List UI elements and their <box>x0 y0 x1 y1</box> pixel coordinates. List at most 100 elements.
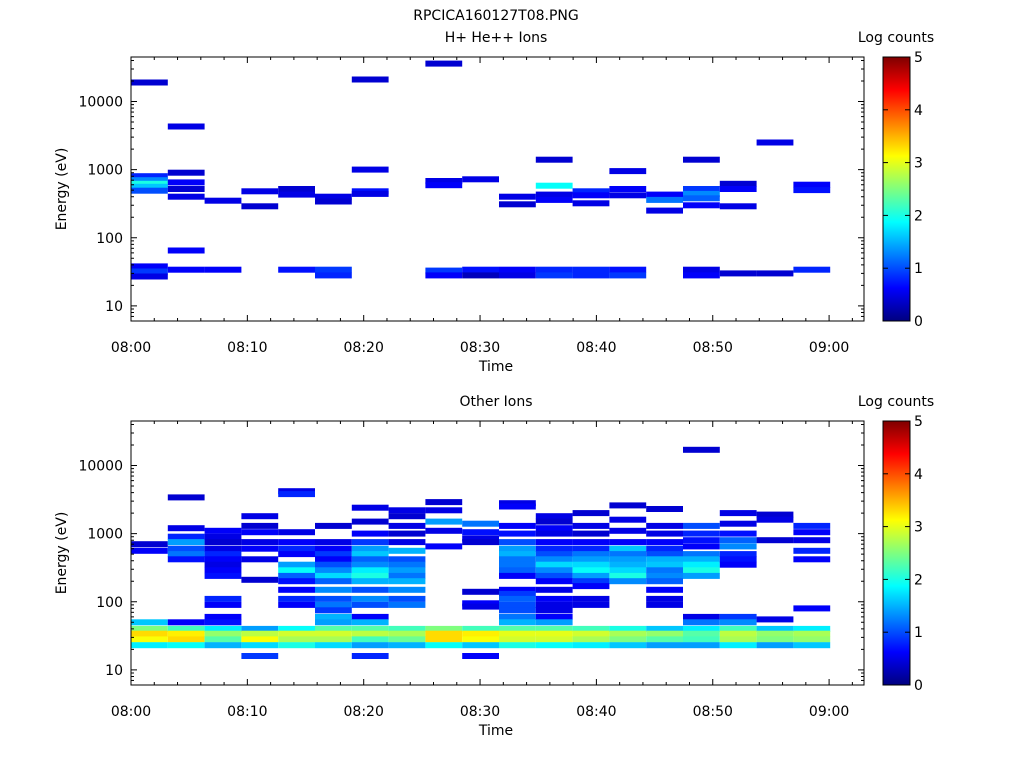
heatmap-cell <box>572 595 610 602</box>
heatmap-cell <box>388 601 426 608</box>
heatmap-cell <box>278 491 315 498</box>
heatmap-cell <box>167 193 205 200</box>
heatmap-cell <box>241 522 279 529</box>
heatmap-cell <box>388 522 426 529</box>
heatmap-cell <box>388 578 426 585</box>
heatmap-cell <box>315 198 352 205</box>
heatmap-cell <box>646 556 683 563</box>
heatmap-cell <box>351 630 389 637</box>
heatmap-cell <box>388 539 426 546</box>
plot-frame <box>130 420 865 686</box>
y-tick-label: 100 <box>96 231 123 247</box>
heatmap-cell <box>315 551 352 558</box>
heatmap-cell <box>499 539 536 546</box>
heatmap-cell <box>351 636 389 643</box>
heatmap-cell <box>425 625 463 632</box>
x-tick-label: 08:40 <box>576 704 616 720</box>
heatmap-cell <box>425 518 463 525</box>
heatmap-cell <box>683 561 720 568</box>
heatmap-cell <box>683 190 720 197</box>
heatmap-cell <box>572 601 610 608</box>
heatmap-cell <box>609 551 647 558</box>
y-tick-label: 10 <box>105 663 123 679</box>
heatmap-cell <box>167 525 205 532</box>
heatmap-cell <box>351 166 389 173</box>
heatmap-cell <box>462 653 499 659</box>
colorbar-tick-label: 4 <box>914 467 923 483</box>
heatmap-cell <box>499 572 536 579</box>
heatmap-cell <box>535 196 573 203</box>
heatmap-cell <box>535 518 573 525</box>
x-tick-label: 08:50 <box>693 704 733 720</box>
heatmap-cell <box>683 537 720 544</box>
heatmap-cell <box>499 636 536 643</box>
heatmap-cell <box>609 642 647 649</box>
x-tick-label: 08:50 <box>693 340 733 356</box>
heatmap-cell <box>683 543 720 550</box>
heatmap-cell <box>278 551 315 558</box>
y-tick-label: 100 <box>96 595 123 611</box>
colorbar-tick-label: 5 <box>914 50 923 66</box>
heatmap-cell <box>572 545 610 552</box>
heatmap-cell <box>351 76 389 83</box>
heatmap-cell <box>499 601 536 608</box>
x-tick-label: 08:00 <box>111 704 151 720</box>
heatmap-cell <box>499 591 536 597</box>
heatmap-cell <box>572 192 610 199</box>
heatmap-cell <box>388 586 426 593</box>
heatmap-cell <box>683 630 720 637</box>
heatmap-cell <box>572 636 610 643</box>
heatmap-cell <box>646 601 683 608</box>
heatmap-cell <box>535 266 573 273</box>
x-tick-labels: 08:00 08:10 08:20 08:30 08:40 08:50 09:00 <box>111 704 849 720</box>
heatmap-cell <box>167 551 205 558</box>
heatmap-cell <box>425 182 463 189</box>
heatmap-cell <box>646 561 683 568</box>
heatmap-cell <box>572 630 610 637</box>
heatmap-cell <box>241 653 279 659</box>
heatmap-cell <box>241 188 279 195</box>
colorbar-tick-label: 1 <box>914 625 923 641</box>
heatmap-cell <box>572 642 610 649</box>
heatmap-cell <box>609 636 647 643</box>
panel-h-he-ions: H+ He++ Ions 08:00 08:10 08:20 08:30 08:40 08… <box>54 30 934 375</box>
heatmap-cell <box>167 630 205 637</box>
heatmap-cell <box>719 561 757 568</box>
colorbar: Log counts 0 1 2 3 4 5 <box>858 394 934 694</box>
heatmap-cell <box>646 586 683 593</box>
colorbar-label: Log counts <box>858 394 934 410</box>
heatmap-cell <box>315 545 352 552</box>
heatmap-cell <box>167 625 205 632</box>
heatmap-cell <box>315 607 352 614</box>
heatmap-cell <box>351 539 389 546</box>
heatmap-cell <box>278 586 315 593</box>
heatmap-cell <box>425 642 463 649</box>
heatmap-cell <box>315 266 352 273</box>
x-tick-label: 09:00 <box>809 340 849 356</box>
heatmap-cell <box>719 619 757 626</box>
heatmap-cell <box>278 595 315 602</box>
x-tick-label: 08:40 <box>576 340 616 356</box>
heatmap-cell <box>756 270 794 277</box>
heatmap-cell <box>719 180 757 187</box>
heatmap-cell <box>535 613 573 620</box>
heatmap-cell <box>646 578 683 585</box>
heatmap-cell <box>167 169 205 176</box>
heatmap-cell <box>131 625 168 632</box>
heatmap-cell <box>204 556 242 563</box>
heatmap-cell <box>793 636 831 643</box>
heatmap-cell <box>793 630 831 637</box>
heatmap-cell <box>499 642 536 649</box>
heatmap-cell <box>204 539 242 546</box>
heatmap-cell <box>351 551 389 558</box>
heatmap-cell <box>131 183 168 190</box>
heatmap-cell <box>499 551 536 558</box>
heatmap-cell <box>609 186 647 192</box>
colorbar-tick-label: 4 <box>914 103 923 119</box>
x-tick-label: 08:20 <box>344 704 384 720</box>
panel-title: H+ He++ Ions <box>445 30 548 46</box>
heatmap-cell <box>756 625 794 632</box>
colorbar-tick-label: 3 <box>914 520 923 536</box>
heatmap-cell <box>167 179 205 186</box>
heatmap-cell <box>131 263 168 270</box>
